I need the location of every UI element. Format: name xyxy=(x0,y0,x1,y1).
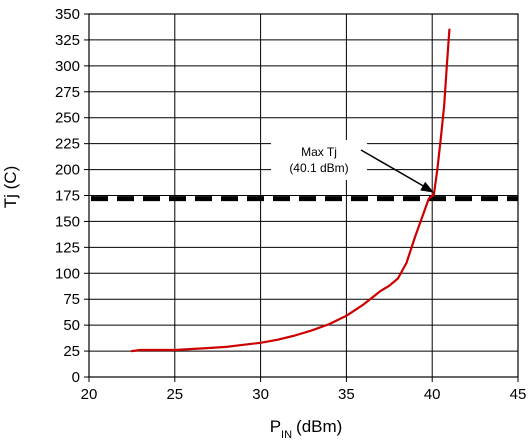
annotation-arrow-head xyxy=(420,181,434,193)
x-tick-labels: 20 25 30 35 40 45 xyxy=(81,386,527,403)
annotation-label-line1: Max Tj xyxy=(301,145,337,159)
plot-frame xyxy=(88,13,519,378)
y-tick-label: 0 xyxy=(72,369,80,386)
y-tick-label: 225 xyxy=(55,136,80,153)
y-tick-label: 175 xyxy=(55,188,80,205)
y-tick-label: 325 xyxy=(55,32,80,49)
x-tick-label: 45 xyxy=(510,386,527,403)
y-tick-label: 275 xyxy=(55,84,80,101)
y-tick-label: 200 xyxy=(55,162,80,179)
x-tick-label: 25 xyxy=(166,386,183,403)
y-tick-label: 75 xyxy=(63,291,80,308)
y-tick-label: 125 xyxy=(55,239,80,256)
x-tick-label: 40 xyxy=(424,386,441,403)
y-tick-label: 250 xyxy=(55,110,80,127)
x-tick-label: 35 xyxy=(338,386,355,403)
y-tick-label: 350 xyxy=(55,6,80,23)
y-tick-label: 150 xyxy=(55,213,80,230)
annotation-box xyxy=(271,140,367,180)
y-tick-label: 300 xyxy=(55,58,80,75)
grid-lines xyxy=(88,13,519,378)
x-tick-label: 30 xyxy=(252,386,269,403)
annotation-arrow-shaft xyxy=(360,149,429,190)
x-axis-title-subscript: IN xyxy=(281,429,292,441)
annotation-label-line2: (40.1 dBm) xyxy=(289,161,348,175)
series-group xyxy=(130,28,451,353)
y-tick-label: 100 xyxy=(55,265,80,282)
y-tick-label: 25 xyxy=(63,343,80,360)
y-axis-title: Tj (C) xyxy=(1,166,20,208)
plot-frame-group xyxy=(84,13,519,382)
tj-curve-line xyxy=(130,28,451,353)
x-axis-title: PIN (dBm) xyxy=(270,417,343,441)
x-tick-label: 20 xyxy=(81,386,98,403)
x-axis-title-main: P xyxy=(270,417,281,436)
y-tick-labels: 0 25 50 75 100 125 150 175 200 225 250 275 300 325 350 xyxy=(55,6,80,386)
x-axis-title-unit: (dBm) xyxy=(296,417,342,436)
annotation-group: Max Tj (40.1 dBm) xyxy=(271,140,434,193)
y-tick-label: 50 xyxy=(63,317,80,334)
